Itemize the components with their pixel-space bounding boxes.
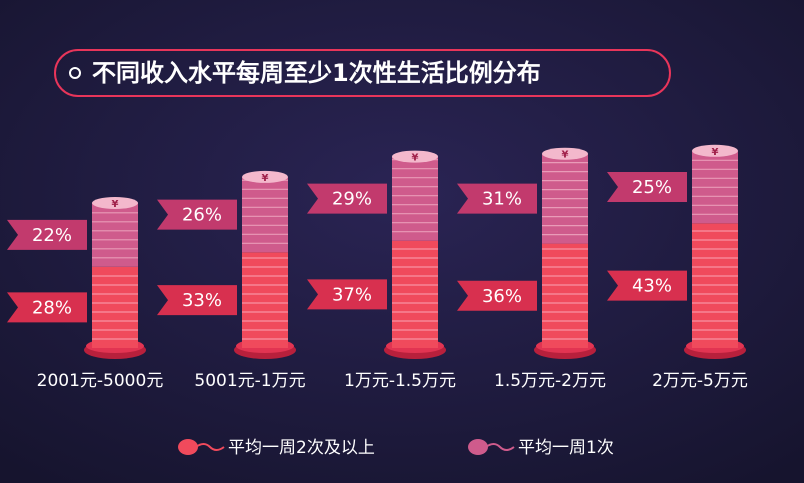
- value-label: 31%: [482, 189, 522, 210]
- value-label: 22%: [32, 225, 72, 246]
- value-label: 43%: [632, 276, 672, 297]
- coin-segment: [92, 266, 138, 348]
- coin-segment: [392, 156, 438, 241]
- coin-symbol: ¥: [412, 153, 419, 164]
- value-label: 36%: [482, 286, 522, 307]
- legend-swatch: [178, 439, 198, 455]
- coin-segment: [542, 243, 588, 348]
- label-ribbon: [7, 292, 87, 323]
- legend-label: 平均一周2次及以上: [228, 438, 375, 458]
- coin-symbol: ¥: [712, 147, 719, 158]
- label-ribbon: [457, 183, 537, 214]
- x-tick-label: 2万元-5万元: [652, 371, 748, 391]
- coin-top: [392, 150, 438, 163]
- label-ribbon: [307, 279, 387, 310]
- coin-symbol: ¥: [112, 199, 119, 210]
- coin-segment: [242, 252, 288, 348]
- label-ribbon: [157, 285, 237, 316]
- label-ribbon: [157, 199, 237, 230]
- value-label: 37%: [332, 284, 372, 305]
- coin-segment: [92, 203, 138, 267]
- chart-title: 不同收入水平每周至少1次性生活比例分布: [92, 59, 541, 87]
- x-tick-label: 1.5万元-2万元: [494, 371, 606, 391]
- legend-swatch: [468, 439, 488, 455]
- coin-top: [542, 147, 588, 160]
- coin-segment: [692, 223, 738, 348]
- title-bullet: [69, 67, 81, 79]
- label-ribbon: [7, 219, 87, 250]
- label-ribbon: [607, 270, 687, 301]
- x-tick-label: 1万元-1.5万元: [344, 371, 456, 391]
- legend-tail: [485, 443, 515, 451]
- coin-top: [692, 144, 738, 157]
- legend-label: 平均一周1次: [518, 438, 614, 458]
- value-label: 26%: [182, 205, 222, 226]
- value-label: 25%: [632, 177, 672, 198]
- legend-tail: [195, 443, 225, 451]
- label-ribbon: [607, 172, 687, 203]
- value-label: 29%: [332, 189, 372, 210]
- value-label: 28%: [32, 297, 72, 318]
- label-ribbon: [307, 183, 387, 214]
- coin-segment: [242, 176, 288, 253]
- x-tick-label: 5001元-1万元: [194, 371, 305, 391]
- coin-top: [92, 197, 138, 209]
- coin-symbol: ¥: [562, 150, 569, 161]
- coin-top: [242, 170, 288, 183]
- title-frame: [54, 49, 671, 97]
- coin-symbol: ¥: [262, 173, 269, 184]
- label-ribbon: [457, 280, 537, 311]
- value-label: 33%: [182, 290, 222, 311]
- x-tick-label: 2001元-5000元: [37, 371, 164, 391]
